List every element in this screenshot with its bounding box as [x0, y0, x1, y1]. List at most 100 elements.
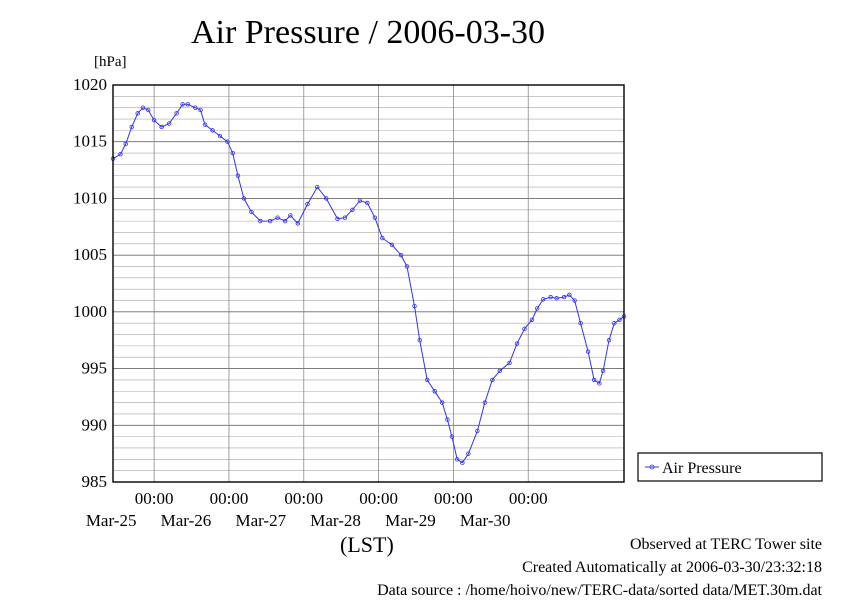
- x-tick-date-label: Mar-28: [310, 511, 361, 530]
- y-tick-label: 1020: [73, 75, 107, 94]
- series-layer: [110, 102, 627, 465]
- x-tick-time-label: 00:00: [135, 489, 174, 508]
- data-point: [554, 296, 559, 301]
- data-point: [357, 198, 363, 203]
- x-tick-date-label: Mar-29: [385, 511, 436, 530]
- data-point: [398, 252, 404, 258]
- data-point: [548, 294, 553, 300]
- data-point: [335, 216, 340, 222]
- data-point: [606, 338, 612, 343]
- data-point: [210, 128, 215, 133]
- x-tick-time-label: 00:00: [284, 489, 323, 508]
- x-tick-time-label: 00:00: [509, 489, 548, 508]
- data-point: [439, 400, 445, 405]
- data-point: [324, 196, 329, 201]
- data-point: [449, 434, 455, 439]
- data-point: [482, 400, 488, 405]
- data-point: [535, 306, 540, 311]
- data-point: [342, 215, 348, 220]
- data-point: [417, 338, 422, 343]
- series-line-air-pressure: [112, 103, 625, 464]
- y-tick-label: 990: [82, 415, 108, 434]
- x-tick-date-label: Mar-30: [460, 511, 511, 530]
- data-point: [572, 298, 577, 303]
- data-point: [230, 150, 235, 156]
- chart-title: Air Pressure / 2006-03-30: [190, 14, 546, 51]
- data-point: [315, 184, 320, 190]
- data-point: [497, 368, 503, 374]
- data-point: [159, 124, 164, 130]
- data-point: [578, 321, 583, 326]
- data-point: [372, 215, 378, 220]
- x-tick-time-label: 00:00: [434, 489, 473, 508]
- y-tick-label: 995: [82, 359, 108, 378]
- x-tick-date-label: Mar-27: [235, 511, 286, 530]
- x-tick-date-label: Mar-26: [161, 511, 212, 530]
- data-point: [295, 221, 300, 226]
- data-point: [380, 235, 385, 241]
- data-point: [522, 326, 527, 332]
- data-point: [567, 292, 572, 298]
- data-point: [466, 451, 471, 456]
- data-point: [118, 151, 123, 157]
- data-point: [249, 209, 254, 215]
- data-point: [225, 139, 230, 144]
- y-tick-label: 1015: [73, 132, 107, 151]
- data-point: [235, 173, 241, 178]
- data-point: [185, 102, 191, 107]
- y-tick-label: 1010: [73, 188, 107, 207]
- y-tick-label: 1000: [73, 302, 107, 321]
- axis-labels: 985 990 995 1000 1005 1010 1015 1020 00:00 Mar-25…: [73, 75, 548, 530]
- data-point: [129, 124, 134, 130]
- data-point: [180, 102, 185, 107]
- data-point: [600, 368, 606, 374]
- data-point: [288, 213, 293, 218]
- data-point: [460, 460, 465, 465]
- data-point: [151, 117, 157, 123]
- data-point: [529, 317, 535, 322]
- data-point: [540, 297, 546, 302]
- data-point: [612, 321, 617, 326]
- data-point: [425, 377, 430, 383]
- created-timestamp-note: Created Automatically at 2006-03-30/23:3…: [522, 559, 822, 576]
- data-point: [217, 133, 223, 139]
- data-point: [585, 349, 591, 354]
- x-tick-date-label: Mar-25: [86, 511, 137, 530]
- data-point: [507, 360, 512, 366]
- data-point: [597, 381, 602, 386]
- data-point: [135, 111, 140, 116]
- y-tick-label: 1005: [73, 245, 107, 264]
- data-point: [198, 107, 203, 113]
- data-point: [445, 417, 450, 422]
- data-point: [282, 218, 288, 224]
- data-point: [145, 107, 151, 113]
- grid-lines: [113, 84, 624, 483]
- data-point: [305, 201, 310, 207]
- legend-label: Air Pressure: [662, 460, 742, 477]
- data-point: [258, 218, 263, 224]
- data-point: [617, 317, 622, 322]
- data-point: [202, 122, 208, 127]
- x-tick-time-label: 00:00: [210, 489, 249, 508]
- data-point: [166, 121, 172, 126]
- data-point: [475, 428, 480, 434]
- data-point: [365, 200, 370, 206]
- legend-marker-swatch: [649, 464, 655, 470]
- plot-frame: [112, 84, 625, 483]
- data-point: [350, 207, 355, 212]
- data-point: [454, 457, 460, 462]
- data-point: [490, 377, 495, 383]
- data-point: [412, 303, 417, 309]
- data-point: [140, 105, 146, 110]
- data-point: [241, 196, 247, 201]
- data-point: [193, 105, 198, 110]
- data-point: [591, 377, 597, 383]
- observed-site-note: Observed at TERC Tower site: [629, 536, 822, 553]
- legend-box: [637, 452, 823, 482]
- x-axis-label: (LST): [340, 532, 394, 557]
- data-point: [404, 264, 410, 269]
- x-tick-time-label: 00:00: [359, 489, 398, 508]
- data-point: [123, 141, 128, 147]
- y-tick-label: 985: [82, 472, 108, 491]
